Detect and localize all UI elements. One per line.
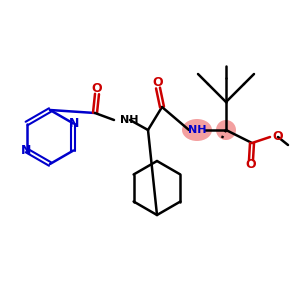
Text: O: O <box>153 76 163 88</box>
Text: N: N <box>20 144 31 157</box>
Text: NH: NH <box>120 115 139 125</box>
Ellipse shape <box>216 120 236 140</box>
Text: NH: NH <box>188 125 206 135</box>
Text: O: O <box>92 82 102 94</box>
Text: N: N <box>69 117 80 130</box>
Text: O: O <box>246 158 256 172</box>
Ellipse shape <box>182 119 212 141</box>
Text: O: O <box>272 130 283 143</box>
